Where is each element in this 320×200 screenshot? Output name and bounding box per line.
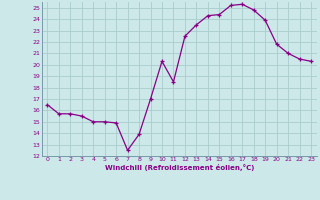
X-axis label: Windchill (Refroidissement éolien,°C): Windchill (Refroidissement éolien,°C) xyxy=(105,164,254,171)
